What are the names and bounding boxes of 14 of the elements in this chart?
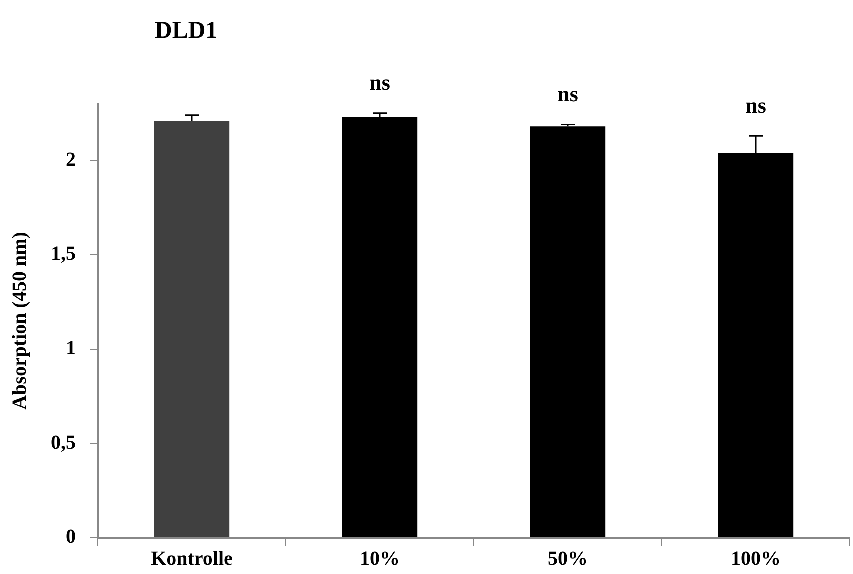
- chart-title: DLD1: [155, 18, 218, 44]
- x-tick-label: 10%: [360, 548, 400, 570]
- annotation: ns: [558, 81, 579, 106]
- y-tick-label: 2: [66, 148, 76, 171]
- x-tick-label: Kontrolle: [151, 548, 234, 570]
- y-axis-title: Absorption (450 nm): [9, 232, 32, 410]
- x-tick-label: 50%: [548, 548, 588, 570]
- x-tick-label: 100%: [731, 548, 781, 570]
- y-tick-label: 1,5: [51, 243, 76, 266]
- text: ns: [370, 70, 391, 96]
- y-tick-label: 0: [66, 526, 76, 548]
- y-tick-label: 0,5: [51, 432, 76, 454]
- annotation: ns: [746, 92, 767, 118]
- y-tick-label: 1: [66, 337, 76, 360]
